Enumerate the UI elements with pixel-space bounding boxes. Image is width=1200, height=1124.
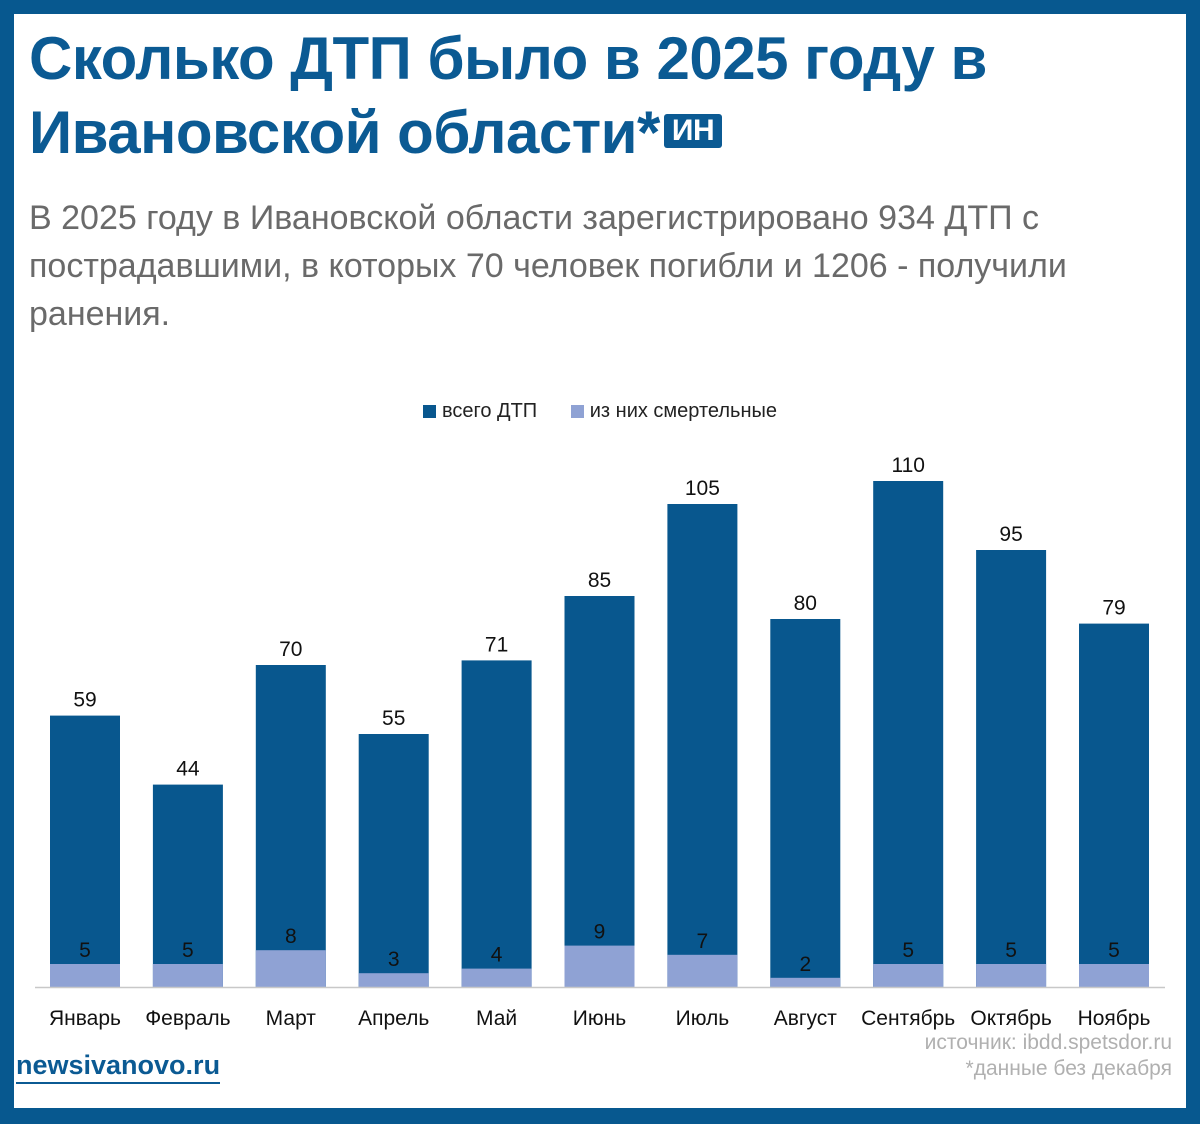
data-label-fatal: 5 xyxy=(79,939,91,962)
bar-total xyxy=(50,715,120,987)
x-tick-label: Май xyxy=(476,1007,517,1030)
x-tick-label: Август xyxy=(774,1007,838,1030)
data-label-fatal: 8 xyxy=(285,925,297,948)
data-label-fatal: 5 xyxy=(1108,939,1120,962)
site-link[interactable]: newsivanovo.ru xyxy=(16,1050,221,1084)
title-text: Сколько ДТП было в 2025 году в Ивановско… xyxy=(29,25,987,166)
x-tick-label: Октябрь xyxy=(970,1007,1051,1030)
bar-fatal xyxy=(976,964,1047,987)
bar-fatal xyxy=(358,973,429,987)
chart-legend: всего ДТП из них смертельные xyxy=(0,400,1200,423)
data-label-fatal: 3 xyxy=(388,948,400,971)
x-tick-label: Июль xyxy=(676,1007,730,1030)
bar-fatal xyxy=(667,954,738,987)
bar-total xyxy=(152,784,223,987)
x-tick-label: Январь xyxy=(49,1007,121,1030)
bar-total xyxy=(667,504,738,987)
bar-total xyxy=(1079,623,1149,987)
data-label-fatal: 5 xyxy=(1005,939,1017,962)
data-label-total: 79 xyxy=(1102,597,1125,620)
data-label-total: 110 xyxy=(891,454,924,477)
data-label-total: 105 xyxy=(685,477,720,500)
bar-total xyxy=(358,734,429,987)
data-label-total: 80 xyxy=(794,592,817,615)
legend-item-total: всего ДТП xyxy=(422,400,538,422)
data-label-fatal: 2 xyxy=(799,953,811,976)
legend-swatch-fatal xyxy=(570,405,584,418)
bar-fatal xyxy=(770,977,841,987)
data-label-fatal: 5 xyxy=(182,939,194,962)
data-label-total: 59 xyxy=(73,689,96,712)
bar-total xyxy=(976,550,1047,987)
data-label-total: 71 xyxy=(485,633,508,656)
subtitle: В 2025 году в Ивановской области зарегис… xyxy=(29,199,1067,333)
source-note: источник: ibdd.spetsdor.ru *данные без де… xyxy=(925,1030,1172,1082)
bar-total xyxy=(770,619,841,987)
legend-label-fatal: из них смертельные xyxy=(589,400,778,422)
bar-total xyxy=(461,660,532,987)
bar-fatal xyxy=(255,950,326,987)
bar-fatal xyxy=(1079,964,1149,987)
brand-logo: ИН xyxy=(663,114,723,149)
x-tick-label: Апрель xyxy=(358,1007,429,1030)
bar-fatal xyxy=(564,945,635,987)
source-text: источник: ibdd.spetsdor.ru xyxy=(924,1031,1172,1054)
x-tick-label: Ноябрь xyxy=(1078,1007,1151,1030)
legend-label-total: всего ДТП xyxy=(441,400,538,422)
data-label-total: 55 xyxy=(382,707,405,730)
bar-fatal xyxy=(873,964,944,987)
bar-total xyxy=(564,596,635,987)
x-tick-label: Февраль xyxy=(145,1007,230,1030)
bar-fatal xyxy=(50,964,120,987)
footnote-text: *данные без декабря xyxy=(965,1057,1172,1080)
data-label-total: 70 xyxy=(279,638,302,661)
bar-total xyxy=(255,665,326,987)
bar-fatal xyxy=(461,968,532,987)
data-label-fatal: 9 xyxy=(594,921,606,944)
x-tick-label: Март xyxy=(266,1007,317,1030)
x-tick-label: Сентябрь xyxy=(861,1007,955,1030)
data-label-total: 95 xyxy=(999,523,1022,546)
data-label-total: 85 xyxy=(588,569,611,592)
data-label-fatal: 5 xyxy=(902,939,914,962)
x-tick-label: Июнь xyxy=(573,1007,626,1030)
legend-swatch-total xyxy=(422,405,436,418)
page-title: Сколько ДТП было в 2025 году в Ивановско… xyxy=(29,22,1129,170)
bar-total xyxy=(873,481,944,987)
data-label-total: 44 xyxy=(176,758,200,781)
data-label-fatal: 4 xyxy=(491,944,503,967)
legend-item-fatal: из них смертельные xyxy=(570,400,778,422)
data-label-fatal: 7 xyxy=(697,930,709,953)
bar-fatal xyxy=(152,964,223,987)
